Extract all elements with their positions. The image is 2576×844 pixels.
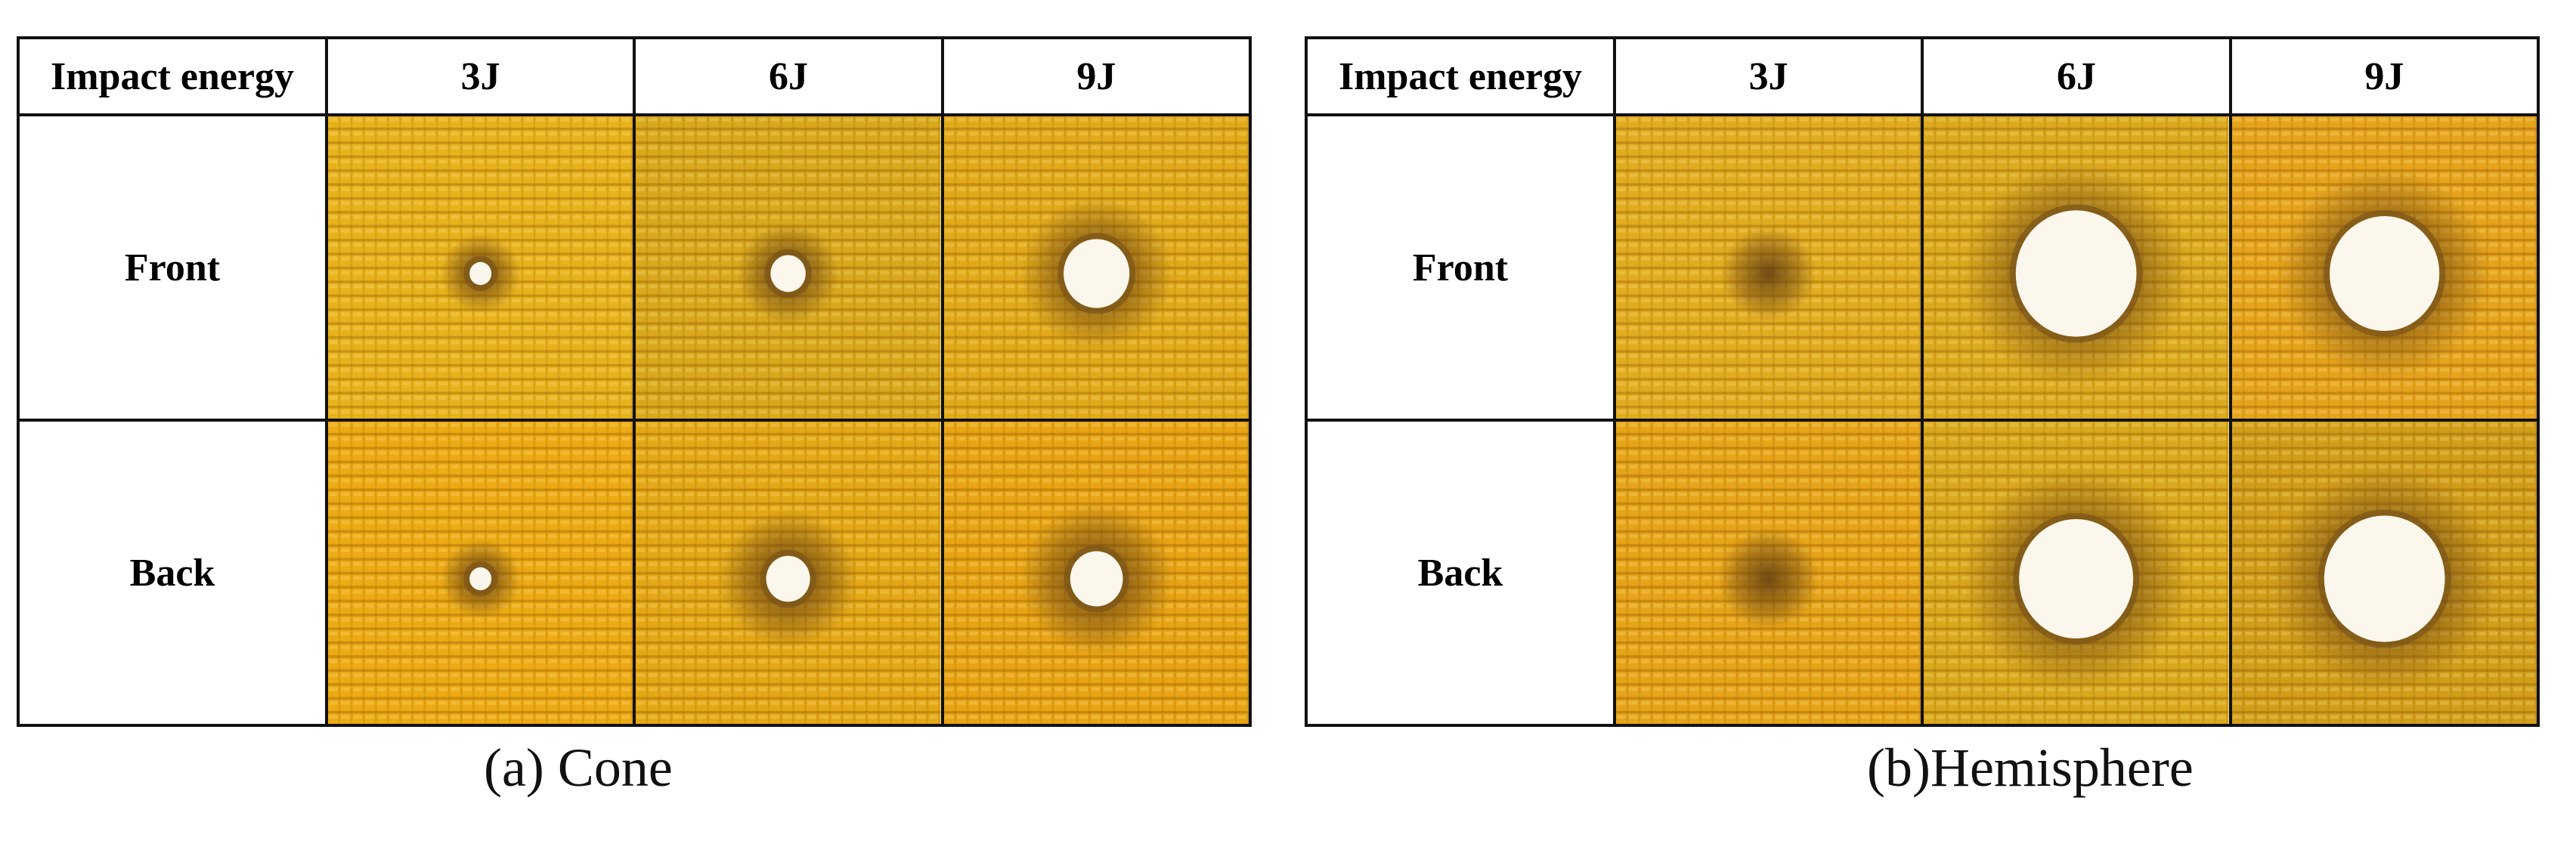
photo-front-9j [2228,113,2540,422]
fabric-photo [637,118,940,417]
fabric-photo [945,118,1247,417]
photo-front-6j [1921,113,2232,422]
photo-back-9j [2228,419,2540,727]
fabric-photo [330,118,632,417]
header-6j: 6J [633,36,944,116]
fabric-photo [2233,423,2535,722]
row-label-back: Back [17,419,328,727]
fabric-photo [2233,118,2535,417]
results-table: Impact energy 3J 6J 9J Front Back [17,36,1252,727]
perforation-hole [766,555,811,602]
perforation-hole [469,261,492,286]
panel-hemisphere: Impact energy 3J 6J 9J Front Back [1305,36,2540,727]
fabric-photo [1925,423,2228,722]
photo-front-3j [1612,113,1924,422]
row-label-front: Front [1305,113,1616,422]
damage-zone [1717,527,1820,630]
perforation-hole [2019,518,2134,639]
photo-back-3j [1612,419,1924,727]
fabric-photo [637,423,940,722]
perforation-hole [770,255,807,292]
panel-cone: Impact energy 3J 6J 9J Front Back [17,36,1252,727]
fabric-photo [1925,118,2228,417]
header-3j: 3J [324,36,636,116]
photo-back-3j [324,419,636,727]
perforation-hole [2016,210,2137,337]
fabric-photo [1618,118,1920,417]
fabric-photo [1618,423,1920,722]
perforation-hole [2324,515,2445,642]
damage-zone [1720,226,1816,321]
caption-hemisphere: (b)Hemisphere [1867,737,2194,798]
perforation-hole [1063,239,1129,308]
header-6j: 6J [1921,36,2232,116]
results-table: Impact energy 3J 6J 9J Front Back [1305,36,2540,727]
row-label-back: Back [1305,419,1616,727]
header-impact-energy: Impact energy [17,36,328,116]
perforation-hole [469,567,492,591]
caption-cone: (a) Cone [484,737,673,798]
row-label-front: Front [17,113,328,422]
photo-back-9j [940,419,1252,727]
photo-back-6j [1921,419,2232,727]
header-9j: 9J [2228,36,2540,116]
fabric-photo [945,423,1247,722]
photo-front-6j [633,113,944,422]
header-9j: 9J [940,36,1252,116]
header-impact-energy: Impact energy [1305,36,1616,116]
photo-front-3j [324,113,636,422]
fabric-photo [330,423,632,722]
header-3j: 3J [1612,36,1924,116]
perforation-hole [2329,216,2439,331]
photo-front-9j [940,113,1252,422]
perforation-hole [1070,551,1123,607]
photo-back-6j [633,419,944,727]
